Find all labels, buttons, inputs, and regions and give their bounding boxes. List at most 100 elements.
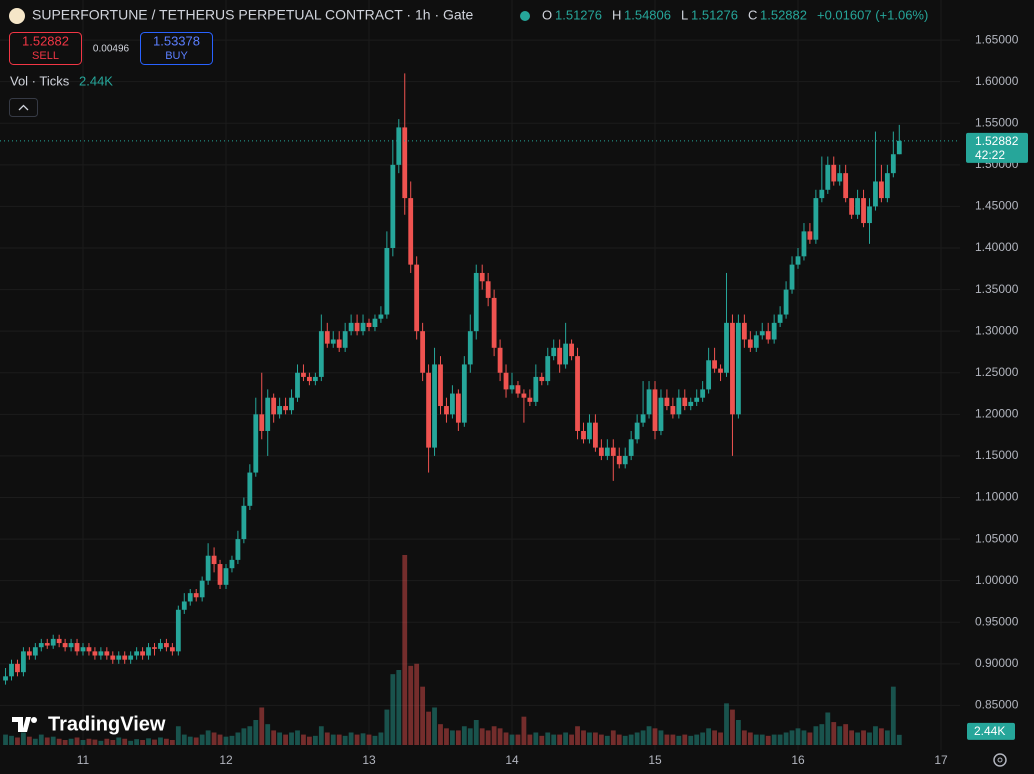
candle-body <box>890 154 896 174</box>
candle-body <box>455 393 461 423</box>
volume-bar <box>3 734 8 745</box>
candle-body <box>26 651 32 656</box>
volume-bar <box>62 740 68 745</box>
candle-body <box>783 289 789 315</box>
volume-bar <box>473 720 479 745</box>
x-tick-label: 12 <box>219 753 233 767</box>
candle-body <box>217 564 223 585</box>
y-tick-label: 1.35000 <box>975 282 1019 296</box>
volume-bar <box>372 735 378 745</box>
candle-body <box>765 331 771 340</box>
y-tick-label: 1.15000 <box>975 448 1019 462</box>
volume-bar <box>700 732 706 745</box>
volume-bar <box>116 737 122 745</box>
candle-body <box>146 647 151 656</box>
sell-price[interactable]: 1.52882 <box>22 33 69 48</box>
volume-bar <box>622 735 628 745</box>
volume-bar <box>420 686 426 745</box>
collapse-icon[interactable] <box>18 104 29 111</box>
candle-body <box>32 647 38 656</box>
candle-body <box>444 406 449 415</box>
volume-bar <box>819 724 825 745</box>
collapse-button[interactable] <box>9 98 38 117</box>
volume-bar <box>581 730 586 745</box>
volume-bar <box>158 737 163 745</box>
buy-box[interactable] <box>140 32 213 65</box>
candle-body <box>879 181 884 199</box>
volume-bar <box>134 739 140 745</box>
volume-bar <box>348 732 354 745</box>
volume-bar <box>396 670 402 745</box>
y-tick-label: 0.85000 <box>975 698 1019 712</box>
volume-bar <box>724 703 729 745</box>
candle-body <box>593 422 598 448</box>
volume-bar <box>569 734 574 745</box>
volume-bar <box>301 734 306 745</box>
ohlc-high: 1.54806 <box>624 7 671 22</box>
volume-bar <box>432 707 437 745</box>
candle-body <box>289 397 294 411</box>
candle-body <box>235 539 241 560</box>
volume-bar <box>563 732 569 745</box>
volume-bar <box>646 726 652 745</box>
candle-body <box>426 372 431 448</box>
volume-bar <box>384 709 390 745</box>
collapse-box[interactable] <box>9 98 38 117</box>
buy-button[interactable]: 1.53378 BUY <box>140 32 213 65</box>
volume-bar <box>884 730 890 745</box>
candle-body <box>694 397 700 402</box>
candle-body <box>360 322 366 332</box>
candle-body <box>187 593 193 602</box>
volume-bar <box>378 732 384 745</box>
volume-bar <box>533 732 539 745</box>
volume-bar <box>670 734 676 745</box>
candle-body <box>479 272 485 282</box>
sell-box[interactable] <box>9 32 82 65</box>
candle-body <box>211 555 217 565</box>
candle-body <box>372 318 378 328</box>
volume-bar <box>241 728 247 745</box>
settings-button[interactable] <box>993 753 1007 767</box>
settings-icon-center[interactable] <box>997 757 1003 763</box>
candle-body <box>527 397 533 402</box>
volume-bar <box>509 734 515 745</box>
volume-bar <box>259 707 265 745</box>
volume-bar <box>837 726 843 745</box>
volume-bar <box>467 728 473 745</box>
candle-body <box>3 676 8 681</box>
volume-bar <box>187 736 193 745</box>
buy-label[interactable]: BUY <box>165 50 188 62</box>
candle-body <box>628 439 634 456</box>
candle-body <box>718 368 723 373</box>
volume-bar <box>104 738 110 745</box>
volume-bar <box>146 738 151 745</box>
buy-price[interactable]: 1.53378 <box>153 33 200 48</box>
candle-body <box>581 430 586 440</box>
logo-dot <box>31 717 37 723</box>
candle-body <box>324 331 330 344</box>
candle-body <box>670 406 676 415</box>
candle-body <box>467 331 473 365</box>
candle-body <box>128 655 134 660</box>
volume-bar <box>438 724 443 745</box>
candle-body <box>491 297 497 348</box>
volume-bar <box>539 735 545 745</box>
settings-icon[interactable] <box>993 753 1007 767</box>
volume-bar <box>777 734 783 745</box>
volume-bar <box>867 732 872 745</box>
volume-bar <box>32 738 38 745</box>
candle-body <box>610 447 616 456</box>
volume-bar <box>741 730 747 745</box>
sell-label[interactable]: SELL <box>32 50 59 62</box>
candle-body <box>205 555 211 581</box>
candle-body <box>92 651 98 656</box>
candle-body <box>598 447 604 456</box>
volume-bar <box>277 732 283 745</box>
x-tick-label: 14 <box>505 753 519 767</box>
candle-body <box>819 189 825 199</box>
volume-bar <box>9 735 14 745</box>
candle-body <box>676 397 682 415</box>
sell-button[interactable]: 1.52882 SELL <box>9 32 82 65</box>
volume-bar <box>765 735 771 745</box>
candle-body <box>98 651 104 656</box>
